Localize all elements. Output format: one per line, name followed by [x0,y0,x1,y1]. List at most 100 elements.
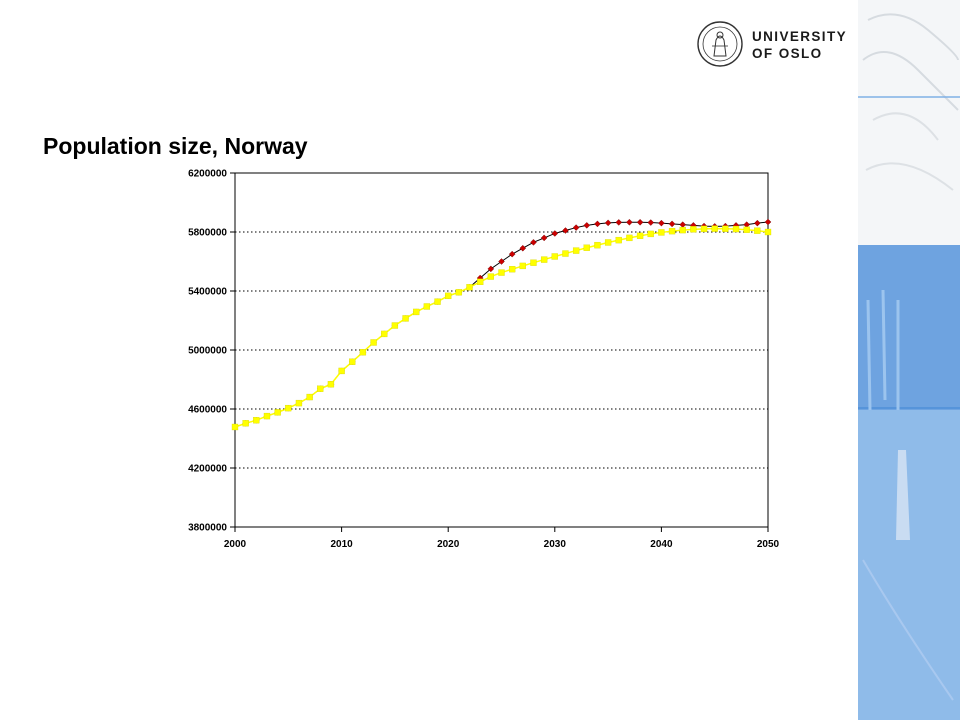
data-point [477,278,484,286]
series-red [231,218,772,431]
data-point [359,349,367,356]
y-tick-label: 5800000 [188,228,227,239]
data-point [274,409,281,416]
data-point [434,298,441,305]
data-point [594,241,601,249]
data-point [604,219,612,227]
series-line [234,221,769,428]
data-point [263,412,271,420]
y-tick-label: 5000000 [188,346,227,357]
data-point [743,226,750,233]
x-tick-label: 2000 [224,539,247,550]
data-point [466,284,473,291]
y-tick-label: 6200000 [188,169,227,180]
chart-series [231,218,772,431]
data-point [509,266,516,273]
data-point [754,219,761,227]
data-point [562,250,569,257]
data-point [668,220,676,228]
data-point [647,219,655,226]
data-point [626,218,633,226]
data-point [508,250,516,258]
population-chart: 3800000 4200000 4600000 5000000 5400000 58000… [188,169,779,551]
data-point [636,232,644,239]
data-point [487,265,495,273]
chart-axes [230,172,769,532]
data-point [381,330,388,338]
data-point [327,381,335,388]
data-point [530,239,537,246]
data-point [679,221,687,228]
data-point [498,269,505,276]
data-point [242,420,249,427]
logo-line-2: OF OSLO [752,46,823,61]
university-seal-icon [697,21,743,67]
data-point [530,259,537,266]
x-tick-label: 2050 [757,539,780,550]
data-point [764,228,772,236]
x-tick-label: 2040 [650,539,673,550]
university-logo: UNIVERSITY OF OSLO [696,20,856,72]
data-point [764,218,772,226]
data-point [295,399,303,407]
data-point [306,393,313,401]
data-point [349,358,356,365]
data-point [636,218,644,226]
data-point [722,225,729,232]
y-tick-label: 4200000 [188,464,227,475]
data-point [594,220,601,228]
data-point [572,247,580,254]
y-tick-label: 4600000 [188,405,227,416]
data-point [604,239,612,246]
data-point [455,289,463,296]
data-point [615,236,622,244]
data-point [668,227,676,235]
logo-line-1: UNIVERSITY [752,29,848,44]
data-point [445,292,452,300]
data-point [583,244,590,251]
page-title: Population size, Norway [43,133,308,159]
data-point [679,226,686,234]
data-point [391,322,399,329]
data-point [572,224,580,231]
data-point [285,404,292,412]
data-point [658,219,665,227]
data-point [626,234,633,242]
data-point [413,308,420,316]
data-point [370,339,377,346]
decorative-sidebar-image [858,0,960,720]
data-point [562,227,569,234]
data-point [551,253,558,260]
data-point [540,256,548,263]
data-point [253,417,260,424]
chart-grid [235,231,768,469]
y-tick-label: 5400000 [188,287,227,298]
data-point [231,423,239,431]
data-point [551,230,559,237]
data-point [487,273,494,280]
data-point [658,229,665,236]
x-tick-label: 2020 [437,539,460,550]
data-point [647,230,654,238]
data-point [317,385,324,392]
x-tick-label: 2010 [330,539,353,550]
logo-wordmark: UNIVERSITY OF OSLO [752,28,847,62]
data-point [423,303,431,310]
data-point [690,226,697,233]
x-tick-label: 2030 [544,539,567,550]
series-yellow [231,225,772,431]
data-point [615,219,623,226]
data-point [540,234,548,242]
data-point [711,225,718,232]
data-point [519,244,527,252]
data-point [732,225,740,233]
data-point [338,367,345,375]
data-point [402,315,409,322]
data-point [700,225,708,233]
chart-tick-labels: 3800000 4200000 4600000 5000000 5400000 58000… [188,169,779,551]
y-tick-label: 3800000 [188,523,227,534]
data-point [498,258,505,265]
data-point [754,227,761,234]
data-point [583,222,591,229]
